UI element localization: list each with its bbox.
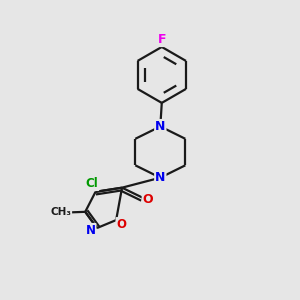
Text: N: N	[85, 224, 95, 237]
Text: N: N	[155, 120, 166, 133]
Text: Cl: Cl	[85, 177, 98, 190]
Text: F: F	[158, 33, 166, 46]
Text: CH₃: CH₃	[50, 207, 71, 218]
Text: N: N	[155, 171, 166, 184]
Text: O: O	[142, 193, 153, 206]
Text: O: O	[116, 218, 126, 231]
